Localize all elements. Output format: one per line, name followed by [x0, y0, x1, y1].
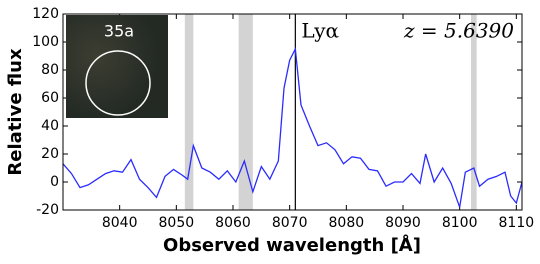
x-tick-label: 8060 — [215, 215, 251, 231]
y-tick-label: 120 — [32, 6, 59, 22]
x-tick-label: 8050 — [159, 215, 195, 231]
y-tick-label: 40 — [41, 118, 59, 134]
plot-frame — [62, 13, 523, 211]
y-tick-label: -20 — [36, 202, 59, 218]
spectrum-line — [62, 46, 523, 208]
y-axis-label: Relative flux — [5, 48, 26, 176]
y-tick-label: 20 — [41, 146, 59, 162]
shaded-band — [238, 14, 253, 210]
x-tick-label: 8070 — [272, 215, 308, 231]
annotation: Lyα — [301, 19, 339, 43]
x-tick-label: 8090 — [385, 215, 421, 231]
x-axis-label: Observed wavelength [Å] — [163, 233, 421, 256]
shaded-band — [471, 14, 477, 210]
aperture-circle — [85, 50, 151, 116]
x-tick-label: 8100 — [442, 215, 478, 231]
x-tick-label: 8080 — [329, 215, 365, 231]
y-tick-label: 0 — [50, 174, 59, 190]
inset-glow — [66, 15, 168, 118]
y-tick-label: 100 — [32, 34, 59, 50]
y-tick-label: 80 — [41, 62, 59, 78]
x-tick-label: 8040 — [102, 215, 138, 231]
shaded-band — [184, 14, 194, 210]
inset-image: 35a — [66, 15, 168, 118]
x-tick-label: 8110 — [499, 215, 535, 231]
y-tick-label: 60 — [41, 90, 59, 106]
annotation: z = 5.6390 — [403, 19, 514, 43]
inset-label: 35a — [104, 22, 134, 41]
